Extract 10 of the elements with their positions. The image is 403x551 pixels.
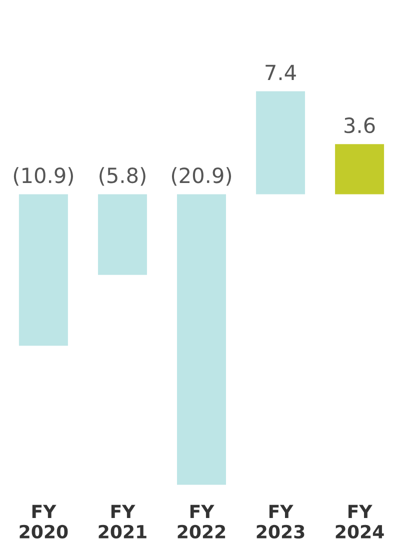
data-label: (20.9) [172, 167, 232, 186]
data-label: 7.4 [266, 64, 296, 80]
x-tick-label: FY 2020 [20, 504, 68, 539]
x-tick-label: FY 2022 [178, 504, 226, 539]
data-label: (5.8) [100, 167, 146, 186]
data-label: (10.9) [14, 167, 73, 186]
x-tick-label: FY 2021 [98, 504, 146, 539]
x-tick-label: FY 2023 [256, 504, 304, 539]
x-tick-label: FY 2024 [336, 504, 384, 539]
data-label: 3.6 [344, 117, 375, 134]
